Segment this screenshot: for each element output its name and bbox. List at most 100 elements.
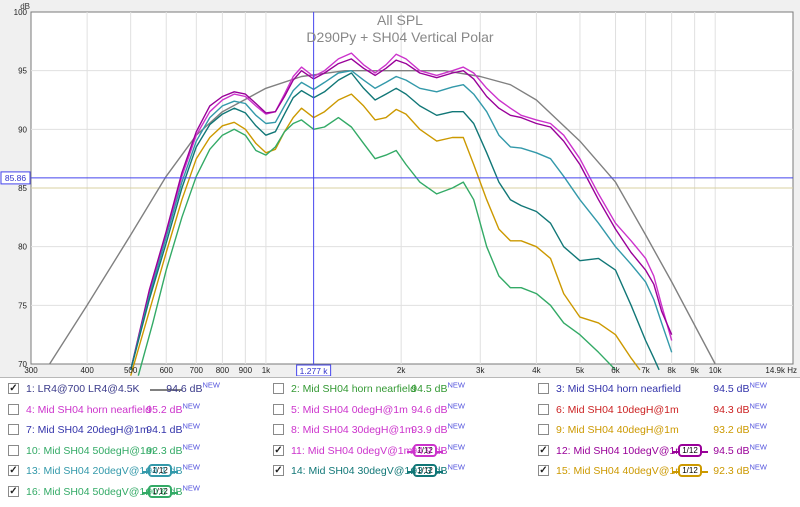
x-tick-label: 300 <box>24 366 38 375</box>
series-line-4 <box>130 70 673 371</box>
new-tag: NEW <box>182 401 201 410</box>
x-tick-label: 600 <box>160 366 174 375</box>
legend-item-12[interactable]: ✓ 12: Mid SH04 10degV@1m 1/12 94.5 dBNEW <box>538 441 800 461</box>
smoothing-badge[interactable]: 1/12 <box>678 464 702 477</box>
x-tick-label: 8k <box>667 366 676 375</box>
cursor-x-label: 1.277 k <box>300 366 329 376</box>
legend-item-13[interactable]: ✓ 13: Mid SH04 20degV@1m 1/12 94.1 dBNEW <box>8 461 270 481</box>
legend-checkbox[interactable]: ✓ <box>8 485 19 497</box>
y-tick-label: 75 <box>18 301 27 310</box>
series-line-7 <box>137 116 617 376</box>
legend-value-text: 94.9 dB <box>411 444 448 457</box>
legend-item-1[interactable]: ✓ 1: LR4@700 LR4@4.5K 94.6 dBNEW <box>8 379 270 399</box>
legend-label: 8: Mid SH04 30degH@1m <box>291 424 414 436</box>
legend-item-16[interactable]: ✓ 16: Mid SH04 50degV@1m 1/12 90.6 dBNEW <box>8 482 270 502</box>
chart-title: All SPL <box>377 12 423 28</box>
legend-item-6[interactable]: 6: Mid SH04 10degH@1m 94.3 dBNEW <box>538 400 800 420</box>
spl-chart[interactable]: 1.277 k 85.86 300 400 500 600 700 800 900 1k 2k 3k… <box>0 0 800 376</box>
legend-label: 12: Mid SH04 10degV@1m <box>556 444 684 457</box>
new-tag: NEW <box>182 442 201 451</box>
legend-value-text: 92.3 dB <box>146 444 183 457</box>
new-tag: NEW <box>749 380 768 390</box>
legend-value: 94.5 dBNEW <box>707 379 767 399</box>
cursor-y-label: 85.86 <box>5 173 27 183</box>
legend-label: 11: Mid SH04 0degV@1m <box>291 444 413 457</box>
legend-value: 94.5 dBNEW <box>405 379 465 399</box>
legend-item-3[interactable]: 3: Mid SH04 horn nearfield 94.5 dBNEW <box>538 379 800 399</box>
legend-value-text: 93.9 dB <box>411 424 448 436</box>
legend-value-text: 94.5 dB <box>411 383 448 395</box>
legend-value: 93.2 dBNEW <box>707 420 767 440</box>
new-tag: NEW <box>447 462 466 472</box>
smoothing-badge[interactable]: 1/12 <box>148 484 172 498</box>
legend-value: 94.1 dBNEW <box>140 420 200 440</box>
legend-item-9[interactable]: 9: Mid SH04 40degH@1m 93.2 dBNEW <box>538 420 800 440</box>
legend-checkbox[interactable] <box>8 403 19 415</box>
legend-item-15[interactable]: ✓ 15: Mid SH04 40degV@1m 1/12 92.3 dBNEW <box>538 461 800 481</box>
legend-value: 92.3 dBNEW <box>707 461 767 481</box>
legend-checkbox[interactable] <box>538 383 549 394</box>
x-tick-label: 700 <box>190 366 204 375</box>
legend-checkbox[interactable] <box>273 424 284 435</box>
x-tick-label: 7k <box>641 366 650 375</box>
smoothing-badge[interactable]: 1/12 <box>148 464 172 477</box>
legend-value-text: 94.6 dB <box>166 383 203 395</box>
x-tick-label: 6k <box>611 366 620 375</box>
new-tag: NEW <box>447 421 466 431</box>
legend-value: 93.3 dBNEW <box>405 461 465 481</box>
legend-value: 94.1 dBNEW <box>140 461 200 481</box>
smoothing-badge[interactable]: 1/12 <box>678 443 702 457</box>
legend-value-text: 94.5 dB <box>713 383 750 395</box>
legend-checkbox[interactable] <box>538 424 549 435</box>
series-line-6 <box>130 93 641 376</box>
x-tick-label: 400 <box>80 366 94 375</box>
legend-item-14[interactable]: ✓ 14: Mid SH04 30degV@1m 1/12 93.3 dBNEW <box>273 461 535 481</box>
legend-line-swatch <box>150 389 182 391</box>
x-tick-label: 800 <box>216 366 230 375</box>
legend-checkbox[interactable]: ✓ <box>8 383 19 394</box>
x-tick-label: 5k <box>576 366 585 375</box>
legend-item-4[interactable]: 4: Mid SH04 horn nearfield 95.2 dBNEW <box>8 400 270 420</box>
legend-value: 95.2 dBNEW <box>140 400 200 420</box>
legend-label: 1: LR4@700 LR4@4.5K <box>26 383 140 395</box>
legend-checkbox[interactable]: ✓ <box>273 465 284 476</box>
x-tick-label: 14.9k Hz <box>765 366 797 375</box>
legend-item-11[interactable]: ✓ 11: Mid SH04 0degV@1m 1/12 94.9 dBNEW <box>273 441 535 461</box>
new-tag: NEW <box>447 380 466 390</box>
legend-checkbox[interactable] <box>8 444 19 456</box>
y-tick-label: 85 <box>18 184 27 193</box>
x-tick-label: 10k <box>709 366 723 375</box>
legend-value-text: 90.6 dB <box>146 485 183 498</box>
new-tag: NEW <box>202 380 221 390</box>
legend-value: 94.5 dBNEW <box>707 441 767 461</box>
legend-value: 90.6 dBNEW <box>140 482 200 502</box>
legend-checkbox[interactable] <box>273 383 284 394</box>
smoothing-badge[interactable]: 1/12 <box>413 443 437 457</box>
legend-value: 94.9 dBNEW <box>405 441 465 461</box>
legend-panel: ✓ 1: LR4@700 LR4@4.5K 94.6 dBNEW 2: Mid SH0… <box>0 377 800 507</box>
legend-item-2[interactable]: 2: Mid SH04 horn nearfield 94.5 dBNEW <box>273 379 535 399</box>
legend-checkbox[interactable]: ✓ <box>273 444 284 456</box>
legend-item-5[interactable]: 5: Mid SH04 0degH@1m 94.6 dBNEW <box>273 400 535 420</box>
legend-item-10[interactable]: 10: Mid SH04 50degH@1m 92.3 dBNEW <box>8 441 270 461</box>
legend-checkbox[interactable]: ✓ <box>538 444 549 456</box>
new-tag: NEW <box>447 401 466 410</box>
legend-item-7[interactable]: 7: Mid SH04 20degH@1m 94.1 dBNEW <box>8 420 270 440</box>
legend-value-text: 92.3 dB <box>713 465 750 477</box>
smoothing-badge[interactable]: 1/12 <box>413 464 437 477</box>
legend-checkbox[interactable]: ✓ <box>8 465 19 476</box>
legend-value: 92.3 dBNEW <box>140 441 200 461</box>
legend-item-8[interactable]: 8: Mid SH04 30degH@1m 93.9 dBNEW <box>273 420 535 440</box>
series-line-5 <box>130 72 660 371</box>
y-tick-label: 90 <box>18 125 27 134</box>
legend-checkbox[interactable] <box>538 403 549 415</box>
legend-checkbox[interactable]: ✓ <box>538 465 549 476</box>
y-tick-label: 95 <box>18 67 27 76</box>
legend-value-text: 94.3 dB <box>713 403 750 416</box>
legend-checkbox[interactable] <box>273 403 284 415</box>
x-tick-label: 2k <box>397 366 406 375</box>
legend-checkbox[interactable] <box>8 424 19 435</box>
new-tag: NEW <box>749 462 768 472</box>
series-line-2 <box>130 52 673 371</box>
new-tag: NEW <box>182 421 201 431</box>
